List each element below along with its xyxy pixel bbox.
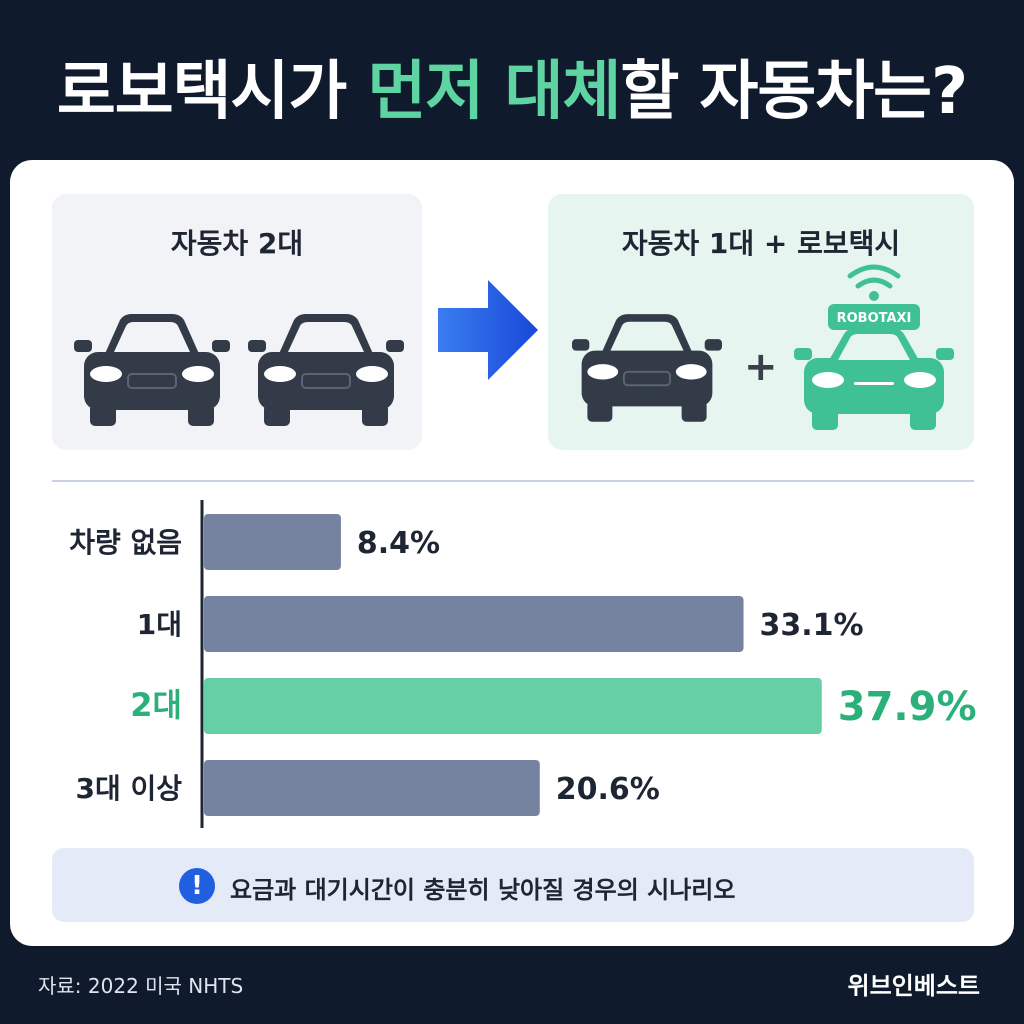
title-part1: 로보택시가 [56, 55, 368, 129]
two-cars-title: 자동차 2대 [170, 227, 304, 260]
bar [204, 514, 341, 570]
car-icon [248, 314, 404, 426]
category-label: 차량 없음 [69, 526, 182, 559]
two-cars-panel: 자동차 2대 [52, 194, 422, 450]
bar-chart: 차량 없음 8.4% 1대 33.1% 2대 37.9% 3대 이상 20.6% [69, 500, 977, 828]
category-label: 3대 이상 [75, 772, 182, 805]
value-label: 33.1% [760, 608, 864, 643]
car-icon [74, 314, 230, 426]
brand-logo: 위브인베스트 [847, 972, 980, 1000]
content-card: 자동차 2대 [10, 160, 1014, 946]
car-icon [572, 314, 722, 422]
value-label: 20.6% [556, 772, 660, 807]
category-label: 1대 [137, 608, 182, 641]
exclamation-icon: ! [179, 868, 215, 904]
title-part2: 할 자동차는? [620, 55, 968, 129]
plus-sign: + [744, 344, 778, 390]
car-plus-robotaxi-panel: 자동차 1대 + 로보택시 + ROBOTAXI [548, 194, 974, 450]
section-divider [52, 480, 974, 482]
bar [204, 678, 822, 734]
arrow-right-icon [438, 280, 538, 380]
value-label: 8.4% [357, 526, 440, 561]
scenario-note: ! 요금과 대기시간이 충분히 낮아질 경우의 시나리오 [52, 848, 974, 922]
title-highlight: 먼저 대체 [367, 55, 622, 129]
value-label: 37.9% [838, 684, 977, 730]
bar [204, 596, 744, 652]
robotaxi-icon: ROBOTAXI [794, 264, 954, 430]
note-text: 요금과 대기시간이 충분히 낮아질 경우의 시나리오 [230, 876, 736, 904]
car-plus-robotaxi-title: 자동차 1대 + 로보택시 [621, 227, 901, 260]
page-title: 로보택시가 먼저 대체할 자동차는? [0, 40, 1024, 132]
source-text: 자료: 2022 미국 NHTS [38, 974, 244, 998]
robotaxi-label: ROBOTAXI [837, 311, 912, 326]
category-label: 2대 [130, 686, 182, 724]
bar [204, 760, 540, 816]
